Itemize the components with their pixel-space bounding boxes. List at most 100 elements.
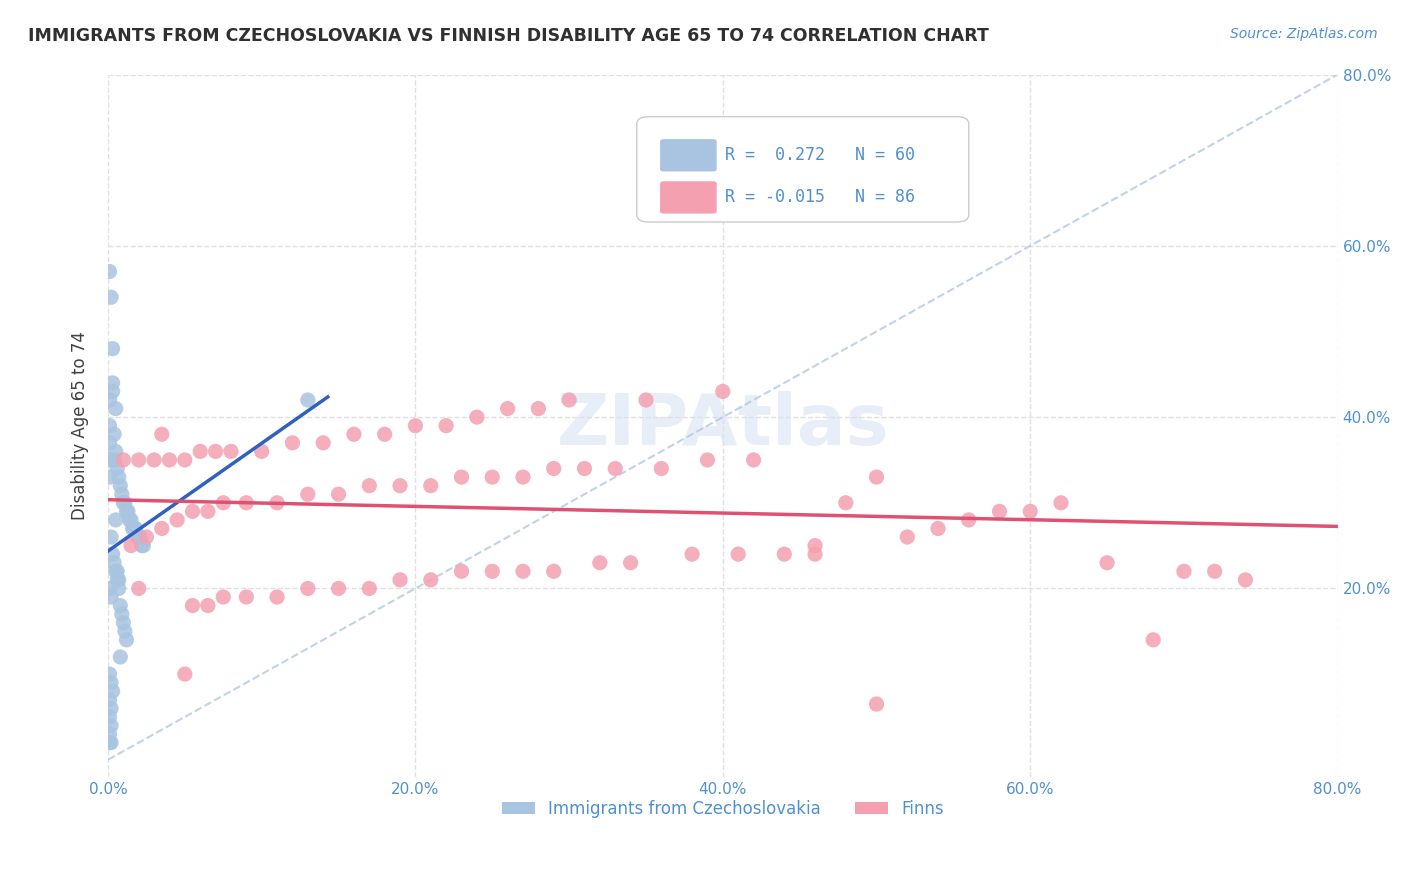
Point — [128, 530, 150, 544]
Point — [101, 376, 124, 390]
Point — [105, 564, 128, 578]
Point — [865, 470, 887, 484]
Point — [101, 384, 124, 399]
Point — [266, 496, 288, 510]
Point — [117, 504, 139, 518]
Point — [404, 418, 426, 433]
Point — [115, 504, 138, 518]
Point — [132, 539, 155, 553]
Point — [115, 632, 138, 647]
Point — [110, 478, 132, 492]
Point — [98, 582, 121, 596]
Point — [124, 521, 146, 535]
Point — [104, 401, 127, 416]
Point — [558, 392, 581, 407]
Point — [104, 513, 127, 527]
FancyBboxPatch shape — [637, 117, 969, 222]
Point — [250, 444, 273, 458]
Point — [835, 496, 858, 510]
Point — [297, 487, 319, 501]
Point — [128, 582, 150, 596]
Point — [100, 718, 122, 732]
FancyBboxPatch shape — [659, 139, 717, 171]
Point — [389, 573, 412, 587]
Point — [865, 697, 887, 711]
Point — [131, 539, 153, 553]
Point — [197, 599, 219, 613]
Point — [1142, 632, 1164, 647]
Point — [101, 684, 124, 698]
Text: R =  0.272   N = 60: R = 0.272 N = 60 — [725, 146, 915, 164]
Point — [143, 453, 166, 467]
Text: IMMIGRANTS FROM CZECHOSLOVAKIA VS FINNISH DISABILITY AGE 65 TO 74 CORRELATION CH: IMMIGRANTS FROM CZECHOSLOVAKIA VS FINNIS… — [28, 27, 988, 45]
Point — [204, 444, 226, 458]
Point — [98, 435, 121, 450]
Point — [104, 444, 127, 458]
Point — [100, 701, 122, 715]
Point — [105, 573, 128, 587]
Point — [328, 487, 350, 501]
Point — [419, 573, 441, 587]
Point — [98, 693, 121, 707]
Point — [129, 530, 152, 544]
Point — [181, 599, 204, 613]
Point — [389, 478, 412, 492]
Point — [465, 410, 488, 425]
Point — [512, 470, 534, 484]
Text: R = -0.015   N = 86: R = -0.015 N = 86 — [725, 188, 915, 206]
Point — [927, 521, 949, 535]
Point — [107, 470, 129, 484]
Point — [212, 496, 235, 510]
Y-axis label: Disability Age 65 to 74: Disability Age 65 to 74 — [72, 331, 89, 520]
Point — [988, 504, 1011, 518]
Point — [98, 453, 121, 467]
Point — [650, 461, 672, 475]
Point — [100, 290, 122, 304]
Point — [114, 624, 136, 639]
Point — [103, 427, 125, 442]
Point — [328, 582, 350, 596]
Point — [101, 342, 124, 356]
Point — [100, 736, 122, 750]
Point — [100, 530, 122, 544]
Point — [98, 736, 121, 750]
Point — [481, 564, 503, 578]
Point — [98, 667, 121, 681]
Point — [98, 264, 121, 278]
Point — [103, 556, 125, 570]
Point — [359, 582, 381, 596]
Point — [359, 478, 381, 492]
Point — [727, 547, 749, 561]
Point — [605, 461, 627, 475]
Point — [711, 384, 734, 399]
Point — [173, 453, 195, 467]
Point — [104, 564, 127, 578]
Point — [804, 547, 827, 561]
Point — [957, 513, 980, 527]
Point — [574, 461, 596, 475]
Point — [127, 530, 149, 544]
Point — [150, 427, 173, 442]
Point — [101, 547, 124, 561]
Point — [696, 453, 718, 467]
Point — [235, 590, 257, 604]
Point — [173, 667, 195, 681]
Point — [235, 496, 257, 510]
Point — [212, 590, 235, 604]
Point — [1019, 504, 1042, 518]
Point — [543, 461, 565, 475]
Point — [98, 418, 121, 433]
Point — [281, 435, 304, 450]
Point — [98, 470, 121, 484]
Point — [450, 564, 472, 578]
Point — [450, 470, 472, 484]
Point — [419, 478, 441, 492]
Point — [773, 547, 796, 561]
Point — [188, 444, 211, 458]
Point — [107, 582, 129, 596]
Point — [103, 453, 125, 467]
Point — [105, 461, 128, 475]
Point — [496, 401, 519, 416]
Point — [150, 521, 173, 535]
Point — [219, 444, 242, 458]
